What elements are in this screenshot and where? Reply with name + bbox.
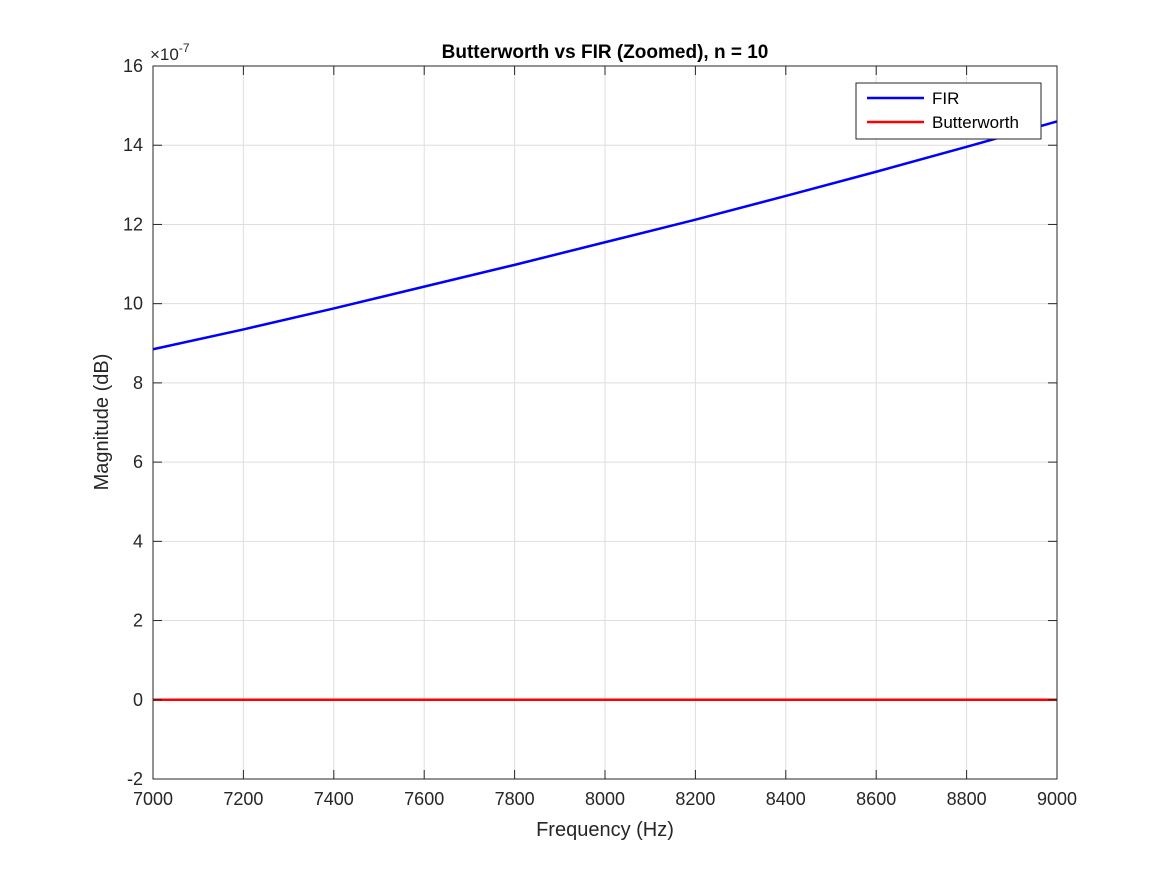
legend-box [855,82,1042,140]
y-axis-label: Magnitude (dB) [91,354,113,491]
y-tick-label: 2 [133,611,143,631]
x-axis-label: Frequency (Hz) [536,819,674,841]
y-scale-exponent: ×10-7 [150,41,190,64]
x-tick-label: 7400 [314,789,354,809]
x-tick-label: 9000 [1037,789,1077,809]
y-tick-label: 16 [123,56,143,76]
y-tick-label: 12 [123,214,143,234]
y-tick-label: 8 [133,373,143,393]
series-line-fir [152,120,1058,351]
y-tick-label: 10 [123,294,143,314]
y-tick-label: 0 [133,690,143,710]
y-tick-label: 6 [133,452,143,472]
tick-marks [152,65,1058,780]
x-tick-label: 7600 [404,789,444,809]
y-tick-label: 14 [123,135,143,155]
legend[interactable]: FIR Butterworth [855,82,1042,140]
y-tick-label: -2 [127,769,143,789]
legend-label-fir: FIR [932,89,959,108]
y-scale-power: -7 [179,41,190,55]
series-layer [152,120,1058,702]
x-tick-label: 8400 [766,789,806,809]
x-tick-label: 7000 [133,789,173,809]
y-tick-labels: -2 0 2 4 6 8 10 12 14 16 [123,56,143,789]
y-tick-label: 4 [133,531,143,551]
legend-label-butterworth: Butterworth [932,113,1019,132]
chart-title: Butterworth vs FIR (Zoomed), n = 10 [442,42,769,63]
x-tick-label: 8200 [675,789,715,809]
x-tick-label: 8000 [585,789,625,809]
x-tick-labels: 7000 7200 7400 7600 7800 8000 8200 8400 8600 8800… [133,789,1077,809]
y-scale-base: ×10 [150,45,179,64]
x-tick-label: 8800 [947,789,987,809]
x-tick-label: 7800 [495,789,535,809]
x-tick-label: 7200 [223,789,263,809]
x-tick-label: 8600 [856,789,896,809]
